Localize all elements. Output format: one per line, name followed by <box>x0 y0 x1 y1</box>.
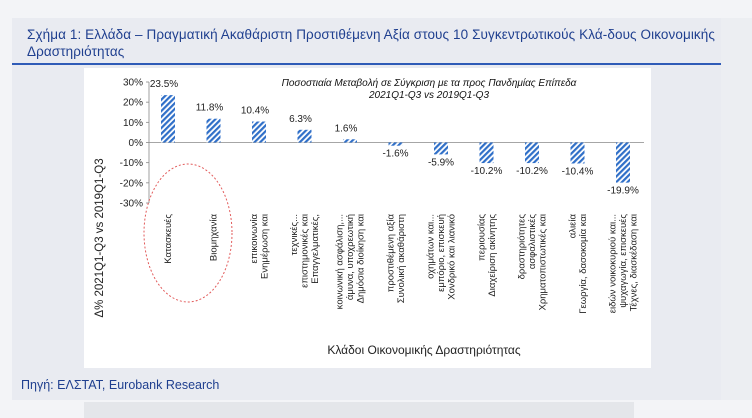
title-divider <box>12 63 721 65</box>
bar <box>297 129 312 143</box>
bottom-band <box>84 402 634 418</box>
x-category-label: Γεωργία, δασοκομία καιαλιεία <box>567 214 589 314</box>
bar <box>479 142 494 164</box>
y-tick-label: 0% <box>129 138 144 149</box>
x-category-labels: Κατασκευές Βιομηχανία Ενημέρωση καιεπικοιν… <box>163 213 640 313</box>
x-category-label: Χονδρικό και λιανικόεμπόριο, επισκευήοχη… <box>426 214 458 300</box>
x-category-label: Τέχνες, διασκέδαση καιψυχαγωγία, επισκευ… <box>608 214 640 314</box>
x-category-line: τεχνικές... <box>289 214 300 255</box>
data-label: 1.6% <box>335 123 358 134</box>
bar <box>252 121 266 143</box>
x-category-line: άμυνα, υποχρεωτική <box>345 214 356 300</box>
x-category-label: Επαγγελματικές,επιστημονικές καιτεχνικές… <box>289 214 321 288</box>
x-category-line: επιστημονικές και <box>300 214 311 288</box>
x-category-line: δραστηριότητες <box>517 214 528 280</box>
data-label: -10.2% <box>516 166 548 177</box>
data-label: 6.3% <box>289 114 312 125</box>
y-axis-title: Δ% 2021Q1-Q3 vs 2019Q1-Q3 <box>94 158 106 317</box>
x-category-label: Χρηματοπιστωτικές καιασφαλιστικέςδραστηρ… <box>517 214 549 311</box>
y-tick-label: -10% <box>120 158 143 169</box>
data-labels-group: 23.5% 11.8% 10.4% 6.3% 1.6% -1.6% -5.9% -10.2% -… <box>150 79 639 197</box>
highlight-circle <box>143 163 233 303</box>
x-category-line: ασφαλιστικές <box>527 214 538 270</box>
x-category-line: επικοινωνία <box>249 213 260 263</box>
x-category-line: ψυχαγωγία, επισκευές <box>618 214 629 308</box>
bar <box>161 95 175 143</box>
x-category-line: εμπόριο, επισκευή <box>436 214 447 292</box>
bars-group <box>161 95 630 183</box>
x-category-label: Ενημέρωση καιεπικοινωνία <box>249 213 271 278</box>
x-category-line: Ενημέρωση και <box>259 214 270 279</box>
x-category-line: Συνολική ακαθάριστη <box>396 214 407 303</box>
source-note: Πηγή: ΕΛΣΤΑΤ, Eurobank Research <box>21 378 220 392</box>
x-category-label: Δημόσια διοίκηση καιάμυνα, υποχρεωτικήκο… <box>335 214 367 309</box>
x-category-label: Βιομηχανία <box>209 214 220 262</box>
data-label: -5.9% <box>428 157 454 168</box>
x-category-label: Συνολική ακαθάριστηπροστιθέμενη αξία <box>385 213 407 303</box>
y-tick-label: 30% <box>123 78 143 89</box>
data-label: -10.4% <box>562 166 594 177</box>
x-axis-title: Κλάδοι Οικονομικής Δραστηριότητας <box>327 343 521 357</box>
x-category-line: Διαχείριση ακίνητης <box>487 214 498 297</box>
bar <box>616 142 630 183</box>
bar <box>388 142 403 146</box>
x-category-line: Χρηματοπιστωτικές και <box>538 214 549 311</box>
data-label: 10.4% <box>241 106 269 117</box>
x-category-line: προστιθέμενη αξία <box>385 213 396 292</box>
chart-subtitle-line2: 2021Q1-Q3 vs 2019Q1-Q3 <box>368 90 490 101</box>
data-label: -19.9% <box>607 186 639 197</box>
side-strip <box>721 18 752 400</box>
y-tick-label: -30% <box>120 199 143 210</box>
bar-chart: Ποσοστιαία Μεταβολή σε Σύγκριση με τα πρ… <box>94 77 644 357</box>
data-label: -10.2% <box>471 166 503 177</box>
x-category-line: Τέχνες, διασκέδαση και <box>629 214 640 311</box>
y-tick-label: -20% <box>120 178 143 189</box>
bar <box>206 118 221 143</box>
x-category-line: αλιεία <box>567 214 578 239</box>
data-label: 23.5% <box>150 79 178 90</box>
figure-title: Σχήμα 1: Ελλάδα – Πραγματική Ακαθάριστη … <box>27 27 715 59</box>
y-tick-label: 10% <box>123 118 143 129</box>
chart-subtitle-line1: Ποσοστιαία Μεταβολή σε Σύγκριση με τα πρ… <box>282 77 577 89</box>
x-category-label: Κατασκευές <box>163 214 174 264</box>
x-category-line: Κατασκευές <box>163 214 174 264</box>
x-category-line: ειδών νοικοκυριού και... <box>608 214 619 313</box>
x-category-line: κοινωνική ασφάλιση,... <box>335 214 346 309</box>
x-category-line: Γεωργία, δασοκομία και <box>578 214 589 314</box>
bar <box>434 142 448 155</box>
x-category-line: Επαγγελματικές, <box>310 214 321 284</box>
x-category-line: Χονδρικό και λιανικό <box>447 214 458 300</box>
bar <box>343 139 357 143</box>
y-tick-label: 20% <box>123 98 143 109</box>
data-label: -1.6% <box>382 149 408 160</box>
bar <box>525 142 539 164</box>
x-category-line: Δημόσια διοίκηση και <box>356 214 367 303</box>
x-category-line: Βιομηχανία <box>209 214 220 262</box>
bar <box>570 142 585 164</box>
x-category-label: Διαχείριση ακίνητηςπεριουσίας <box>476 214 498 297</box>
chart-panel: Ποσοστιαία Μεταβολή σε Σύγκριση με τα πρ… <box>84 68 651 368</box>
x-category-line: περιουσίας <box>476 214 487 261</box>
data-label: 11.8% <box>196 103 224 114</box>
x-category-line: οχημάτων και... <box>426 214 437 279</box>
